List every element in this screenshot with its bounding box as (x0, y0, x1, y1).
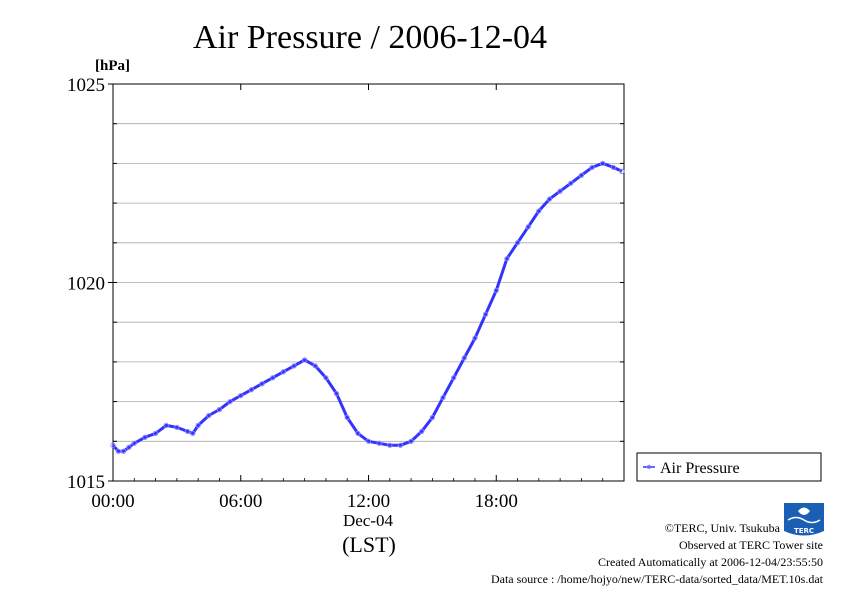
data-point (333, 391, 340, 397)
data-point (126, 444, 132, 450)
x-tick-label: 12:00 (347, 491, 390, 512)
data-point (461, 355, 467, 361)
data-point (174, 424, 180, 431)
legend-box (636, 452, 822, 482)
y-tick-label: 1025 (67, 75, 105, 96)
y-axis-unit: [hPa] (95, 58, 130, 74)
x-tick-label: 00:00 (91, 491, 134, 512)
credit-data-source: Data source : /home/hojyo/new/TERC-data/… (491, 572, 824, 586)
data-point (152, 430, 159, 437)
data-point (568, 180, 574, 186)
x-axis-ticks: 00:00 06:00 12:00 18:00 (91, 84, 604, 512)
data-point (482, 311, 489, 317)
credit-observed: Observed at TERC Tower site (679, 538, 823, 552)
data-point (238, 392, 244, 399)
data-point (355, 430, 361, 437)
data-point (408, 438, 414, 444)
terc-logo: TERC (784, 503, 824, 536)
data-point (206, 412, 212, 419)
data-point (184, 428, 191, 435)
data-point (142, 434, 148, 440)
data-point (429, 414, 436, 421)
y-axis-ticks: 1015 1020 1025 (67, 75, 624, 493)
credit-copyright: ©TERC, Univ. Tsukuba (665, 521, 781, 535)
data-point (227, 398, 233, 405)
data-point (451, 375, 457, 381)
data-point (301, 357, 308, 363)
data-point (536, 208, 542, 214)
data-point (291, 363, 297, 369)
logo-drop-icon (798, 507, 810, 515)
data-point (440, 394, 446, 401)
data-point (312, 363, 318, 369)
legend-label: Air Pressure (660, 460, 740, 477)
grid-lines (113, 123, 624, 442)
series-air-pressure (110, 160, 625, 454)
data-point (190, 430, 196, 437)
data-point (525, 224, 531, 230)
date-label: Dec-04 (343, 511, 394, 530)
x-tick-label: 18:00 (475, 491, 518, 512)
data-point (493, 287, 499, 294)
credit-created: Created Automatically at 2006-12-04/23:5… (598, 555, 823, 569)
data-point (195, 422, 201, 429)
data-point (344, 414, 350, 421)
data-point (270, 375, 276, 381)
y-tick-label: 1015 (67, 472, 105, 493)
data-point (110, 442, 116, 448)
data-point (387, 442, 393, 448)
data-point (589, 164, 595, 171)
data-point (419, 428, 425, 435)
data-point (115, 448, 121, 454)
data-point (514, 240, 521, 246)
chart-title: Air Pressure / 2006-12-04 (193, 19, 547, 56)
data-point (610, 164, 617, 171)
legend-marker-swatch (646, 464, 652, 470)
x-tick-label: 06:00 (219, 491, 262, 512)
data-point (397, 442, 404, 448)
data-point (248, 387, 255, 393)
data-point (578, 172, 585, 178)
data-point (280, 369, 286, 375)
data-point (504, 256, 510, 262)
data-point (600, 160, 606, 167)
data-point (546, 196, 553, 202)
logo-wave-icon (787, 516, 821, 524)
data-point (376, 440, 382, 446)
legend: Air Pressure (636, 452, 822, 482)
data-point (216, 406, 223, 413)
data-point (619, 168, 625, 174)
data-point (131, 440, 137, 446)
y-tick-label: 1020 (67, 274, 105, 295)
data-point (323, 375, 329, 381)
x-axis-label: (LST) (342, 532, 396, 557)
series-line (111, 161, 623, 453)
data-point (472, 335, 478, 341)
data-point (259, 381, 265, 387)
data-point (557, 188, 563, 194)
data-point (365, 438, 372, 444)
data-point (163, 422, 169, 429)
data-point (120, 448, 127, 454)
logo-text: TERC (794, 527, 814, 535)
